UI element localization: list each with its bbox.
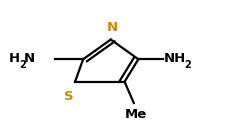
Text: NH: NH [164, 52, 186, 65]
Text: S: S [65, 90, 74, 103]
Text: N: N [24, 52, 35, 65]
Text: Me: Me [125, 108, 147, 121]
Text: N: N [106, 21, 117, 34]
Text: 2: 2 [19, 60, 26, 70]
Text: H: H [8, 52, 19, 65]
Text: 2: 2 [184, 60, 191, 70]
